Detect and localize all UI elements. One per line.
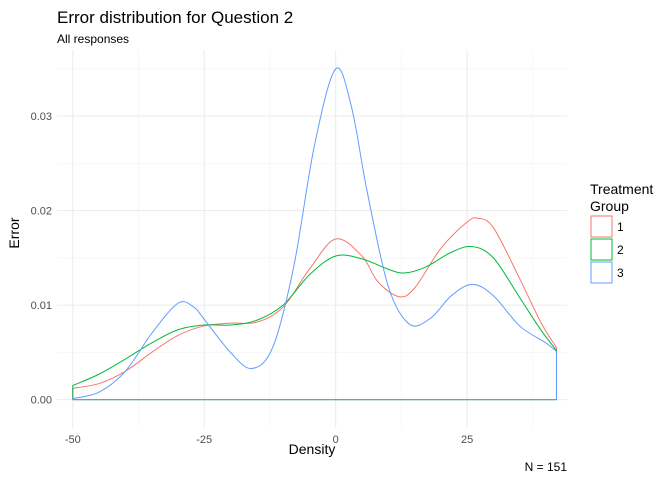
x-axis-label: Density [289, 441, 336, 457]
legend: Treatment Group 1 2 3 [590, 181, 653, 284]
x-tick-label: -25 [196, 434, 212, 446]
density-curve-group-2 [72, 245, 557, 401]
legend-label-group-3: 3 [617, 266, 624, 280]
x-tick-label: 0 [333, 434, 339, 446]
y-tick-label: 0.02 [31, 206, 52, 218]
legend-title-line-1: Treatment [590, 181, 653, 197]
chart-subtitle: All responses [57, 32, 129, 46]
density-curve-group-3 [72, 67, 557, 401]
legend-key-group-3 [590, 261, 613, 284]
caption: N = 151 [525, 460, 568, 474]
x-tick-labels: -50 -25 0 25 [65, 434, 473, 446]
y-tick-labels: 0.00 0.01 0.02 0.03 [31, 111, 52, 407]
legend-key-group-2 [590, 238, 613, 261]
y-axis-label: Error [6, 217, 22, 248]
legend-label-group-2: 2 [617, 243, 624, 257]
legend-key-group-1 [590, 215, 613, 238]
chart-title: Error distribution for Question 2 [57, 8, 293, 27]
x-tick-label: 25 [461, 434, 473, 446]
y-tick-label: 0.01 [31, 300, 52, 312]
legend-title-line-2: Group [590, 198, 629, 214]
x-tick-label: -50 [65, 434, 81, 446]
grid [57, 50, 567, 428]
y-tick-label: 0.00 [31, 395, 52, 407]
density-curves [72, 67, 557, 401]
density-curve-group-1 [72, 217, 557, 401]
legend-label-group-1: 1 [617, 220, 624, 234]
y-tick-label: 0.03 [31, 111, 52, 123]
